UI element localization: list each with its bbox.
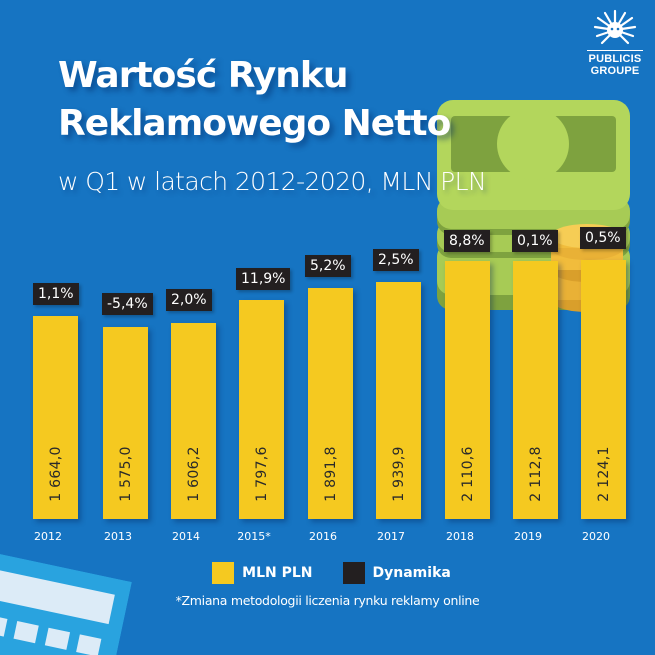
dynamics-label-2018: 8,8%: [444, 230, 490, 252]
dynamics-label-2014: 2,0%: [166, 289, 212, 311]
page-subtitle: w Q1 w latach 2012-2020, MLN PLN: [58, 167, 487, 196]
year-label-2017: 2017: [377, 530, 405, 543]
bar-value: 1 664,0: [47, 446, 64, 502]
publicis-groupe-logo: PUBLICIS GROUPE: [583, 8, 647, 90]
logo-text-groupe: GROUPE: [590, 65, 640, 77]
page-title: Wartość Rynku Reklamowego Netto: [58, 52, 451, 148]
bar-2016: 1 891,8: [308, 288, 353, 519]
year-label-2019: 2019: [514, 530, 542, 543]
calculator-icon: [0, 550, 132, 655]
dynamics-label-2013: -5,4%: [102, 293, 153, 315]
footnote: *Zmiana metodologii liczenia rynku rekla…: [175, 593, 480, 608]
bar-2020: 2 124,1: [581, 260, 626, 519]
bar-value: 2 124,1: [595, 446, 612, 502]
dynamics-label-2017: 2,5%: [373, 249, 419, 271]
legend-label: MLN PLN: [242, 565, 313, 581]
legend-swatch-black: [342, 562, 365, 584]
dynamics-label-2019: 0,1%: [512, 230, 558, 252]
legend-label: Dynamika: [372, 565, 451, 581]
bar-2015: 1 797,6: [239, 300, 284, 519]
bar-2018: 2 110,6: [445, 261, 490, 519]
dynamics-label-2020: 0,5%: [580, 227, 626, 249]
bar-value: 1 575,0: [117, 446, 134, 502]
chart-legend: MLN PLN Dynamika: [0, 562, 655, 584]
year-label-2014: 2014: [172, 530, 200, 543]
bar-2012: 1 664,0: [33, 316, 78, 519]
bar-value: 1 606,2: [185, 446, 202, 502]
bar-value: 2 112,8: [527, 446, 544, 502]
year-label-2013: 2013: [104, 530, 132, 543]
publicis-lion-head-icon: [593, 9, 637, 45]
legend-item-mln-pln: MLN PLN: [212, 562, 313, 584]
legend-item-dynamika: Dynamika: [342, 562, 451, 584]
legend-swatch-yellow: [212, 562, 235, 584]
year-label-2016: 2016: [309, 530, 337, 543]
bar-2019: 2 112,8: [513, 261, 558, 519]
bar-2014: 1 606,2: [171, 323, 216, 519]
bar-value: 2 110,6: [459, 446, 476, 502]
year-label-2015: 2015*: [237, 530, 271, 543]
dynamics-label-2016: 5,2%: [305, 255, 351, 277]
year-label-2020: 2020: [582, 530, 610, 543]
title-line-1: Wartość Rynku: [58, 55, 348, 96]
logo-divider: [587, 50, 643, 51]
bar-2017: 1 939,9: [376, 282, 421, 519]
dynamics-label-2012: 1,1%: [33, 283, 79, 305]
year-label-2012: 2012: [34, 530, 62, 543]
logo-text-publicis: PUBLICIS: [588, 53, 642, 65]
bar-value: 1 891,8: [322, 446, 339, 502]
bar-value: 1 797,6: [253, 446, 270, 502]
bar-2013: 1 575,0: [103, 327, 148, 519]
bar-value: 1 939,9: [390, 446, 407, 502]
title-line-2: Reklamowego Netto: [58, 103, 451, 144]
dynamics-label-2015: 11,9%: [236, 268, 291, 290]
year-label-2018: 2018: [446, 530, 474, 543]
